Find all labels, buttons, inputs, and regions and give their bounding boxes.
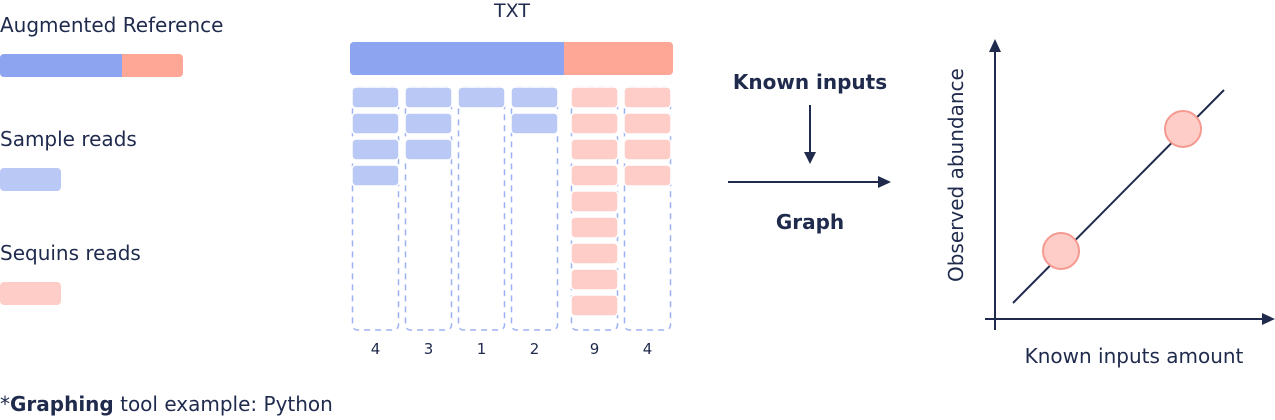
sequins-read-block bbox=[570, 112, 619, 135]
sequins-read-block bbox=[570, 164, 619, 187]
read-count: 9 bbox=[589, 340, 600, 358]
read-column-outline bbox=[351, 86, 400, 331]
graph-axes bbox=[985, 39, 1275, 330]
legend-sequins-swatch bbox=[0, 282, 61, 305]
sequins-read-block bbox=[623, 138, 672, 161]
graph-label: Graph bbox=[775, 210, 845, 234]
txt-reference-bar bbox=[350, 42, 673, 75]
sample-read-block bbox=[351, 164, 400, 187]
read-column-outline bbox=[404, 86, 453, 331]
sequins-read-block bbox=[570, 216, 619, 239]
sequins-read-block bbox=[570, 242, 619, 265]
sequins-read-block bbox=[623, 112, 672, 135]
legend-reference-bar bbox=[0, 54, 183, 77]
footnote-prefix: * bbox=[0, 392, 10, 416]
txt-title: TXT bbox=[494, 0, 530, 22]
known-inputs-label: Known inputs bbox=[732, 70, 888, 94]
sample-read-block bbox=[457, 86, 506, 109]
read-count: 4 bbox=[642, 340, 653, 358]
y-axis-label: Observed abundance bbox=[944, 68, 968, 282]
x-axis-label: Known inputs amount bbox=[1024, 344, 1244, 368]
read-count: 4 bbox=[370, 340, 381, 358]
sample-read-block bbox=[351, 112, 400, 135]
sample-read-block bbox=[404, 138, 453, 161]
read-column-outline bbox=[510, 86, 559, 331]
footnote-rest: tool example: Python bbox=[113, 392, 333, 416]
sequins-read-block bbox=[570, 86, 619, 109]
arrow-right-icon bbox=[728, 176, 891, 188]
legend-sample-swatch bbox=[0, 168, 61, 191]
read-count: 2 bbox=[529, 340, 540, 358]
arrow-down-icon bbox=[804, 105, 816, 164]
sequins-read-block bbox=[623, 86, 672, 109]
footnote: *Graphing tool example: Python bbox=[0, 392, 333, 416]
legend-sample-label: Sample reads bbox=[0, 127, 137, 151]
sample-read-block bbox=[510, 112, 559, 135]
data-point bbox=[1164, 110, 1202, 148]
read-column-outline bbox=[623, 86, 672, 331]
sample-read-block bbox=[404, 86, 453, 109]
read-count: 3 bbox=[423, 340, 434, 358]
sample-read-block bbox=[510, 86, 559, 109]
sample-read-block bbox=[404, 112, 453, 135]
sequins-read-block bbox=[570, 268, 619, 291]
legend-reference-label: Augmented Reference bbox=[0, 13, 224, 37]
data-point bbox=[1042, 232, 1080, 270]
read-count: 1 bbox=[476, 340, 487, 358]
sequins-read-block bbox=[570, 138, 619, 161]
sequins-read-block bbox=[570, 294, 619, 317]
sample-read-block bbox=[351, 138, 400, 161]
sample-read-block bbox=[351, 86, 400, 109]
sequins-read-block bbox=[570, 190, 619, 213]
footnote-bold: Graphing bbox=[10, 392, 114, 416]
legend-sequins-label: Sequins reads bbox=[0, 241, 141, 265]
read-column-outline bbox=[457, 86, 506, 331]
sequins-read-block bbox=[623, 164, 672, 187]
